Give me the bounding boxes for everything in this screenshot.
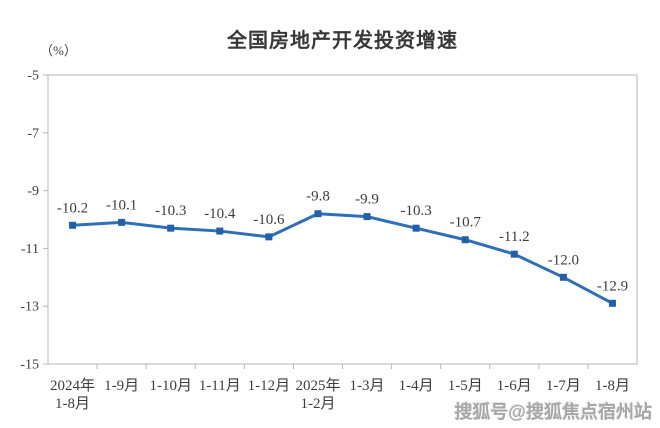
data-point-marker xyxy=(412,224,420,232)
data-point-marker xyxy=(461,236,469,244)
data-point-marker xyxy=(559,273,567,281)
y-axis-unit-label: （%） xyxy=(40,43,77,58)
data-point-marker xyxy=(363,213,371,221)
data-point-label: -12.0 xyxy=(548,252,579,268)
data-point-label: -11.2 xyxy=(499,229,530,245)
data-point-label: -9.9 xyxy=(355,192,379,208)
x-category-label: 1-3月 xyxy=(350,378,385,394)
data-point-marker xyxy=(216,227,224,235)
x-category-label: 1-5月 xyxy=(448,378,483,394)
x-category-label: 2025年 1-2月 xyxy=(295,377,340,412)
data-point-marker xyxy=(118,218,126,226)
data-point-marker xyxy=(265,233,273,241)
data-point-marker xyxy=(167,224,175,232)
data-line xyxy=(71,212,614,305)
watermark-text: 搜狐号@搜狐焦点宿州站 xyxy=(454,402,652,422)
y-tick-label: -11 xyxy=(21,242,39,257)
data-point-label: -12.9 xyxy=(597,278,628,294)
plot-border xyxy=(47,74,638,365)
y-tick-label: -15 xyxy=(20,358,39,373)
data-point-marker xyxy=(510,250,518,258)
x-category-label: 1-6月 xyxy=(497,378,532,394)
y-tick-label: -9 xyxy=(27,184,39,199)
data-point-label: -10.7 xyxy=(450,215,482,231)
data-point-label: -10.4 xyxy=(204,206,236,222)
data-point-label: -10.1 xyxy=(106,197,137,213)
y-tick-label: -13 xyxy=(20,300,39,315)
data-point-label: -10.3 xyxy=(401,203,432,219)
chart-title: 全国房地产开发投资增速 xyxy=(227,30,458,52)
data-point-label: -10.3 xyxy=(155,203,186,219)
data-point-marker xyxy=(608,299,616,307)
data-point-marker xyxy=(314,210,322,218)
data-point-marker xyxy=(69,221,77,229)
data-point-label: -9.8 xyxy=(306,189,330,205)
x-category-label: 2024年 1-8月 xyxy=(50,377,95,412)
x-category-label: 1-8月 xyxy=(595,378,630,394)
x-category-label: 1-10月 xyxy=(149,378,192,394)
y-tick-label: -5 xyxy=(27,69,39,84)
x-category-label: 1-12月 xyxy=(248,378,291,394)
data-point-label: -10.2 xyxy=(57,200,88,216)
x-category-label: 1-11月 xyxy=(199,378,241,394)
x-category-label: 1-4月 xyxy=(399,378,434,394)
x-category-label: 1-7月 xyxy=(546,378,581,394)
x-category-label: 1-9月 xyxy=(104,378,139,394)
data-point-label: -10.6 xyxy=(253,212,285,228)
y-tick-label: -7 xyxy=(27,126,39,141)
